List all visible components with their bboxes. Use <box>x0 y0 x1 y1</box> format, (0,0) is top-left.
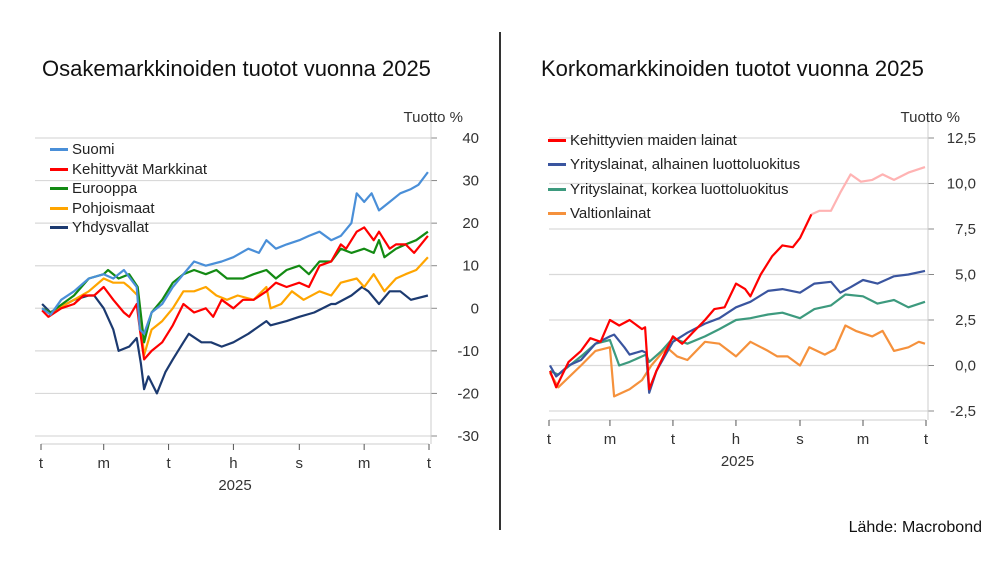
x-tick-label: t <box>427 455 432 472</box>
y-tick-label: 10 <box>462 258 479 275</box>
legend-label: Kehittyvien maiden lainat <box>570 131 737 149</box>
legend-swatch <box>50 206 68 210</box>
x-tick-label: m <box>604 431 617 448</box>
legend-label: Yrityslainat, korkea luottoluokitus <box>570 180 789 198</box>
x-tick-label: t <box>547 431 552 448</box>
x-tick-label: t <box>924 431 929 448</box>
legend-item: Kehittyvien maiden lainat <box>548 128 800 153</box>
series-line-kehittyv-t-markkinat <box>41 226 429 361</box>
x-tick-label: t <box>166 455 171 472</box>
legend-swatch <box>50 226 68 230</box>
series-line-pohjoismaat <box>41 256 429 357</box>
series-line-yrityslainat-korkea-luottoluokitus <box>549 293 926 376</box>
y-tick-label: -2,5 <box>950 403 976 420</box>
y-tick-label: -20 <box>457 385 479 402</box>
y-tick-label: 10,0 <box>947 176 976 193</box>
legend-item: Valtionlainat <box>548 202 800 227</box>
y-tick-label: -30 <box>457 428 479 445</box>
legend-item: Yrityslainat, alhainen luottoluokitus <box>548 153 800 178</box>
x-tick-label: t <box>39 455 44 472</box>
y-tick-label: 12,5 <box>947 130 976 147</box>
legend-item: Yhdysvallat <box>50 218 207 238</box>
chart-1: 12,5 10,0 7,5 5,0 2,5 0,0 -2,5 Tuotto % t m t h s m t 2… <box>547 109 976 470</box>
legend-item: Yrityslainat, korkea luottoluokitus <box>548 177 800 202</box>
chart-0: 40 30 20 10 0 -10 -20 -30 Tuotto % t m t h s m t 2025 <box>35 109 479 494</box>
series-line-kehittyvien-maiden-lainat-faded <box>810 166 926 216</box>
y-tick-label: 0 <box>471 300 479 317</box>
x-tick-label: m <box>358 455 371 472</box>
legend-item: Eurooppa <box>50 179 207 199</box>
legend-fixed-income: Kehittyvien maiden lainat Yrityslainat, … <box>548 128 800 226</box>
x-tick-label: s <box>296 455 304 472</box>
legend-label: Eurooppa <box>72 180 138 198</box>
legend-label: Kehittyvät Markkinat <box>72 160 208 178</box>
series-line-yrityslainat-alhainen-luottoluokitus <box>549 269 926 394</box>
x-tick-label: m <box>97 455 110 472</box>
divider <box>499 32 501 530</box>
chart-title-equity: Osakemarkkinoiden tuotot vuonna 2025 <box>42 56 431 81</box>
legend-swatch <box>548 138 566 142</box>
x-tick-label: h <box>732 431 740 448</box>
y-tick-label: 0,0 <box>955 358 976 375</box>
x-axis-label: 2025 <box>721 453 754 470</box>
legend-label: Pohjoismaat <box>72 199 155 217</box>
legend-label: Yrityslainat, alhainen luottoluokitus <box>570 156 801 174</box>
legend-swatch <box>50 187 68 191</box>
x-tick-label: t <box>671 431 676 448</box>
legend-swatch <box>548 187 566 191</box>
y-tick-label: 20 <box>462 215 479 232</box>
legend-equity: Suomi Kehittyvät Markkinat Eurooppa Pohj… <box>50 140 207 238</box>
y-tick-label: 40 <box>462 130 479 147</box>
legend-label: Suomi <box>72 141 115 159</box>
legend-swatch <box>50 167 68 171</box>
y-tick-label: 5,0 <box>955 267 976 284</box>
y-tick-label: 7,5 <box>955 221 976 238</box>
x-tick-label: s <box>796 431 804 448</box>
series-line-valtionlainat <box>549 324 926 398</box>
y-axis-label: Tuotto % <box>404 109 463 126</box>
chart-title-fixed-income: Korkomarkkinoiden tuotot vuonna 2025 <box>541 56 924 81</box>
x-tick-label: h <box>229 455 237 472</box>
legend-item: Pohjoismaat <box>50 199 207 219</box>
legend-swatch <box>548 163 566 167</box>
x-axis-label: 2025 <box>218 477 251 494</box>
legend-item: Suomi <box>50 140 207 160</box>
y-axis-label: Tuotto % <box>901 109 960 126</box>
series-line-yhdysvallat <box>41 285 429 395</box>
legend-swatch <box>50 148 68 152</box>
x-tick-label: m <box>857 431 870 448</box>
legend-label: Yhdysvallat <box>72 219 149 237</box>
series-line-suomi <box>41 171 429 335</box>
series-line-kehittyvien-maiden-lainat <box>548 213 813 391</box>
y-tick-label: 2,5 <box>955 312 976 329</box>
y-tick-label: 30 <box>462 173 479 190</box>
legend-swatch <box>548 212 566 216</box>
legend-label: Valtionlainat <box>570 205 651 223</box>
series-line-eurooppa <box>41 230 429 344</box>
y-tick-label: -10 <box>457 343 479 360</box>
source-note: Lähde: Macrobond <box>848 519 982 536</box>
legend-item: Kehittyvät Markkinat <box>50 160 207 180</box>
